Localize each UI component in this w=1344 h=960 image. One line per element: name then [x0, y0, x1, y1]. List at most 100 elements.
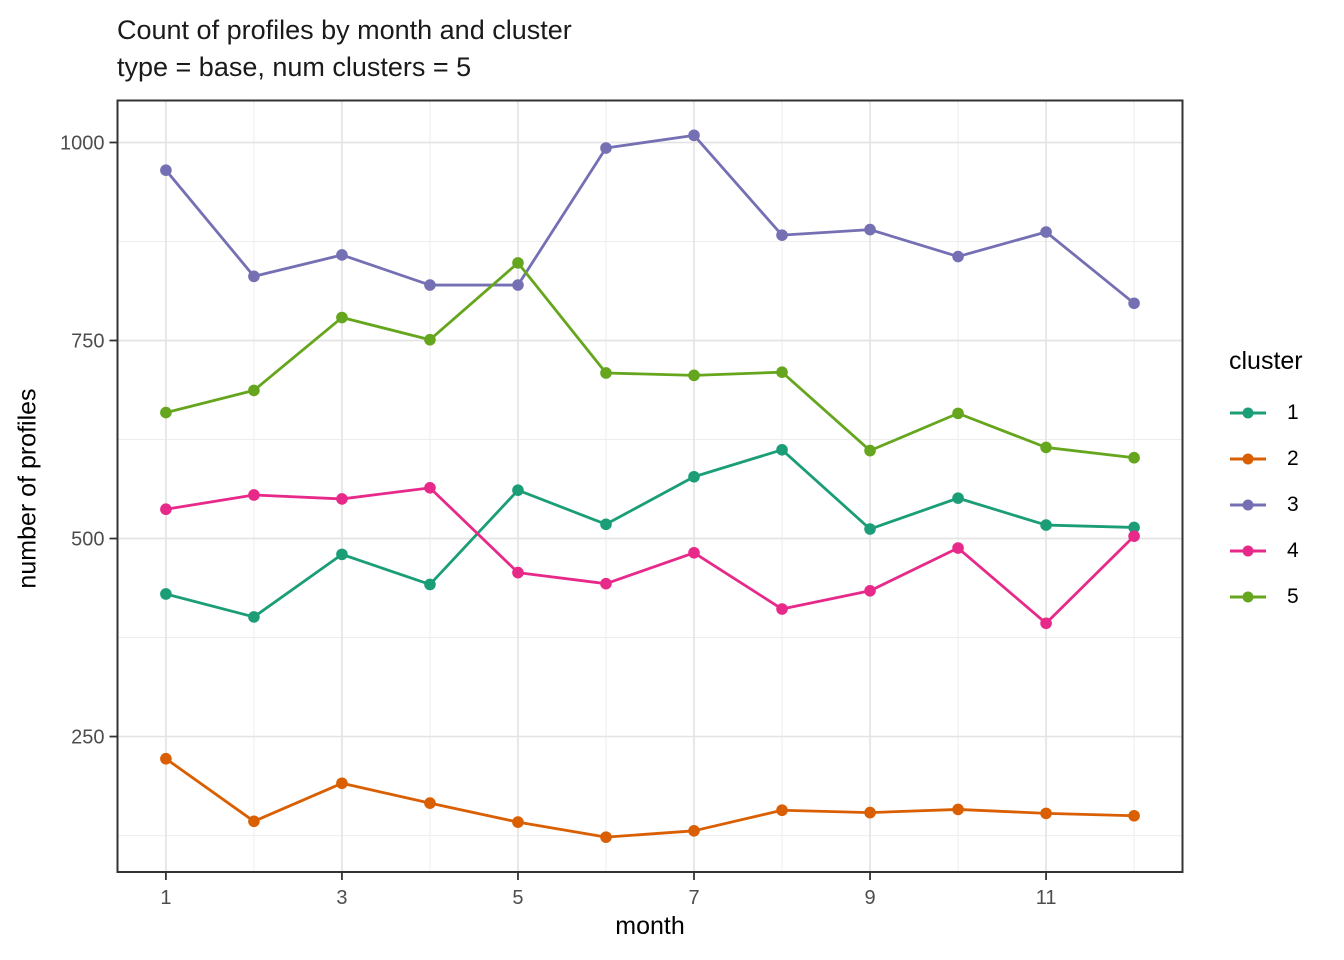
data-point-cluster4-month11 — [1040, 617, 1052, 630]
data-point-cluster2-month10 — [952, 803, 964, 816]
y-axis-title: number of profiles — [13, 388, 42, 589]
data-point-cluster1-month6 — [600, 518, 612, 531]
data-point-cluster2-month11 — [1040, 807, 1052, 820]
x-tick-label-1: 1 — [160, 887, 171, 909]
data-point-cluster5-month9 — [864, 444, 876, 457]
data-point-cluster1-month10 — [952, 492, 964, 504]
data-point-cluster3-month1 — [160, 164, 172, 177]
x-tick-label-7: 7 — [688, 887, 699, 909]
data-point-cluster3-month12 — [1128, 297, 1140, 310]
legend-item-label: 1 — [1287, 401, 1299, 424]
data-point-cluster1-month4 — [424, 578, 436, 591]
data-point-cluster5-month3 — [336, 311, 348, 324]
data-point-cluster2-month12 — [1128, 809, 1140, 822]
legend-key-icon-2 — [1230, 453, 1266, 465]
data-point-cluster2-month6 — [600, 831, 612, 843]
data-point-cluster4-month5 — [512, 566, 524, 579]
legend-item-2: 2 — [1229, 436, 1341, 482]
panel-background — [117, 100, 1183, 872]
data-point-cluster3-month3 — [336, 249, 348, 261]
data-point-cluster5-month7 — [688, 369, 700, 382]
legend-item-label: 4 — [1287, 539, 1299, 562]
y-tick-label-250: 250 — [71, 727, 104, 749]
data-point-cluster2-month3 — [336, 777, 348, 790]
data-point-cluster2-month7 — [688, 825, 700, 837]
data-point-cluster3-month8 — [776, 229, 788, 241]
data-point-cluster3-month6 — [600, 142, 612, 154]
legend-items: 1 2 3 4 5 — [1229, 390, 1341, 620]
legend-item-4: 4 — [1229, 528, 1341, 574]
data-point-cluster3-month10 — [952, 250, 964, 263]
legend-key-icon-5 — [1230, 591, 1266, 603]
data-point-cluster1-month7 — [688, 470, 700, 483]
y-tick-label-750: 750 — [71, 331, 104, 353]
data-point-cluster5-month1 — [160, 406, 172, 419]
data-point-cluster1-month9 — [864, 523, 876, 535]
legend: cluster 1 2 3 4 5 — [1229, 346, 1341, 620]
data-point-cluster5-month10 — [952, 407, 964, 420]
data-point-cluster2-month8 — [776, 804, 788, 817]
data-point-cluster4-month8 — [776, 603, 788, 615]
series-line-4 — [164, 486, 1136, 625]
legend-item-3: 3 — [1229, 482, 1341, 528]
series-line-5 — [164, 261, 1136, 460]
data-point-cluster3-month9 — [864, 223, 876, 236]
data-point-cluster1-month11 — [1040, 519, 1052, 531]
data-point-cluster2-month4 — [424, 797, 436, 809]
plot-title-line2: type = base, num clusters = 5 — [117, 52, 472, 82]
data-point-cluster4-month1 — [160, 503, 172, 516]
data-point-cluster4-month9 — [864, 585, 876, 597]
legend-key-dot — [1242, 453, 1254, 465]
data-point-cluster5-month8 — [776, 366, 788, 378]
data-point-cluster1-month3 — [336, 548, 348, 561]
legend-item-label: 2 — [1287, 447, 1299, 470]
legend-item-5: 5 — [1229, 574, 1341, 620]
legend-key-dot — [1242, 591, 1254, 603]
data-point-cluster2-month1 — [160, 752, 172, 765]
x-tick-label-9: 9 — [864, 887, 875, 909]
data-point-cluster3-month2 — [248, 270, 260, 283]
y-tick-label-500: 500 — [71, 529, 104, 551]
x-axis-title: month — [615, 912, 685, 940]
data-point-cluster4-month3 — [336, 493, 348, 505]
data-point-cluster4-month2 — [248, 489, 260, 501]
plot-title-line1: Count of profiles by month and cluster — [117, 15, 572, 45]
panel-border — [116, 99, 1184, 873]
x-tick-label-5: 5 — [512, 887, 523, 909]
legend-item-1: 1 — [1229, 390, 1341, 436]
legend-title: cluster — [1229, 347, 1303, 375]
legend-key-dot — [1242, 407, 1254, 419]
data-point-cluster4-month6 — [600, 577, 612, 590]
data-point-cluster5-month11 — [1040, 441, 1052, 454]
data-point-cluster2-month9 — [864, 806, 876, 819]
series-line-1 — [164, 448, 1136, 619]
legend-key-icon-4 — [1230, 545, 1266, 557]
series-line-2 — [164, 757, 1136, 839]
x-tick-label-3: 3 — [336, 887, 347, 909]
data-point-cluster1-month12 — [1128, 521, 1140, 534]
data-point-cluster5-month5 — [512, 257, 524, 269]
legend-item-label: 5 — [1287, 585, 1299, 608]
legend-key-icon-1 — [1230, 407, 1266, 419]
data-point-cluster4-month10 — [952, 542, 964, 554]
legend-item-label: 3 — [1287, 493, 1299, 516]
data-point-cluster2-month2 — [248, 815, 260, 828]
data-point-cluster5-month4 — [424, 333, 436, 346]
data-point-cluster3-month7 — [688, 129, 700, 142]
data-point-cluster1-month5 — [512, 484, 524, 497]
data-point-cluster2-month5 — [512, 816, 524, 828]
plot-title: Count of profiles by month and cluster t… — [117, 12, 572, 86]
data-point-cluster5-month12 — [1128, 451, 1140, 464]
data-point-cluster1-month1 — [160, 588, 172, 600]
data-point-cluster5-month2 — [248, 384, 260, 397]
legend-key-dot — [1242, 545, 1254, 557]
series-line-3 — [164, 133, 1136, 305]
data-point-cluster4-month4 — [424, 482, 436, 494]
data-point-cluster3-month5 — [512, 279, 524, 291]
data-point-cluster3-month4 — [424, 279, 436, 291]
legend-key-icon-3 — [1230, 499, 1266, 511]
x-tick-label-11: 11 — [1036, 887, 1057, 909]
y-tick-label-1000: 1000 — [60, 132, 105, 154]
